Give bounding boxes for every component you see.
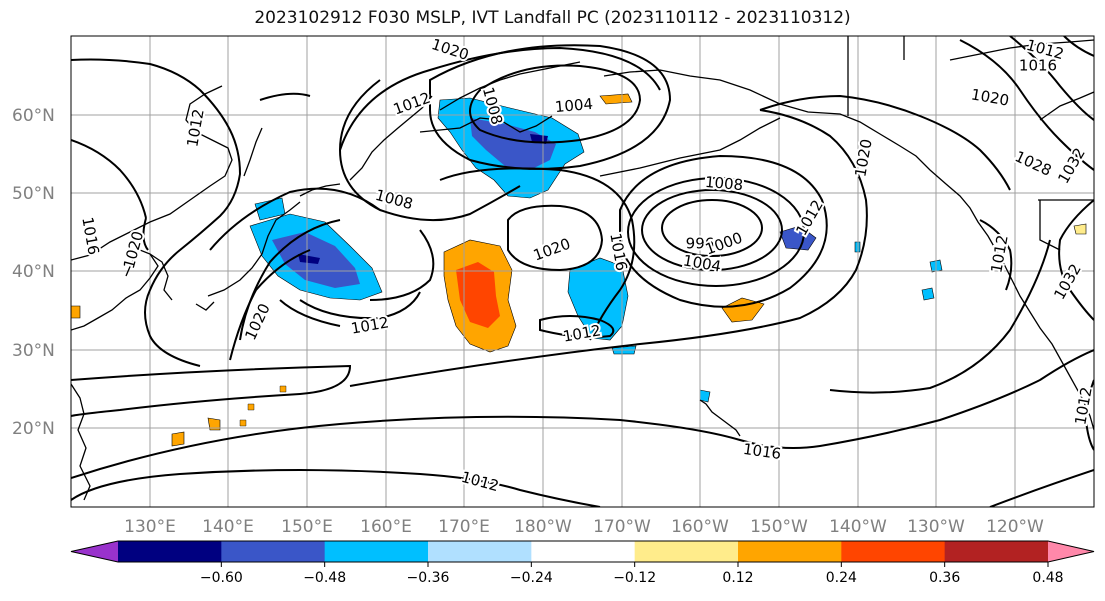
lon-label: 180°W: [514, 517, 572, 537]
colorbar-tick-label: −0.60: [200, 570, 243, 586]
plot-frame: [70, 35, 1095, 508]
ivt-negative-region: [567, 257, 629, 341]
colorbar: −0.60 −0.48 −0.36 −0.24 −0.12 0.12 0.24 0.36 0.4…: [70, 540, 1095, 586]
ivt-negative-core: [470, 118, 556, 170]
lon-label: 150°E: [281, 517, 333, 537]
lat-label: 20°N: [12, 419, 55, 439]
lon-label: 170°E: [438, 517, 490, 537]
colorbar-bin: [531, 541, 636, 562]
map-title: 2023102912 F030 MSLP, IVT Landfall PC (2…: [254, 8, 851, 28]
longitude-labels: 130°E 140°E 150°E 160°E 170°E 180°W 170°…: [124, 517, 1044, 537]
colorbar-bin: [221, 541, 326, 562]
lat-label: 30°N: [12, 341, 55, 361]
colorbar-tick-label: 0.12: [722, 570, 753, 586]
colorbar-outline: [70, 540, 1095, 563]
colorbar-tick-label: 0.24: [826, 570, 857, 586]
colorbar-tick-label: 0.36: [929, 570, 960, 586]
mslp-isobars: [71, 36, 1094, 507]
colorbar-tick-label: −0.24: [510, 570, 553, 586]
colorbar-tick-label: −0.36: [407, 570, 450, 586]
isobar-label: 1004: [554, 95, 594, 116]
lon-label: 170°W: [593, 517, 651, 537]
lat-label: 60°N: [12, 106, 55, 126]
lat-label: 40°N: [12, 262, 55, 282]
colorbar-bin: [841, 541, 946, 562]
lon-label: 120°W: [986, 517, 1044, 537]
lon-label: 140°E: [202, 517, 254, 537]
lat-label: 50°N: [12, 184, 55, 204]
colorbar-bin: [428, 541, 532, 562]
colorbar-over-extension: [1048, 541, 1094, 562]
colorbar-bin: [634, 541, 739, 562]
colorbar-tick-label: −0.48: [303, 570, 346, 586]
lon-label: 150°W: [750, 517, 808, 537]
lon-label: 140°W: [829, 517, 887, 537]
ivt-positive-core: [456, 262, 500, 328]
isobar-label: 1016: [1019, 57, 1057, 75]
lon-label: 130°W: [907, 517, 965, 537]
colorbar-bin: [738, 541, 842, 562]
isobar-label: 996: [686, 235, 715, 253]
colorbar-bin: [944, 541, 1049, 562]
lon-label: 160°W: [671, 517, 729, 537]
colorbar-bin: [324, 541, 429, 562]
colorbar-tick-label: 0.48: [1032, 570, 1063, 586]
colorbar-bin: [118, 541, 222, 562]
coastlines: [71, 36, 1094, 501]
latitude-labels: 60°N 50°N 40°N 30°N 20°N: [12, 106, 55, 439]
colorbar-under-extension: [71, 541, 118, 562]
lon-label: 130°E: [124, 517, 176, 537]
colorbar-tick-label: −0.12: [613, 570, 656, 586]
isobar-label: 1008: [704, 173, 744, 194]
lon-label: 160°E: [360, 517, 412, 537]
